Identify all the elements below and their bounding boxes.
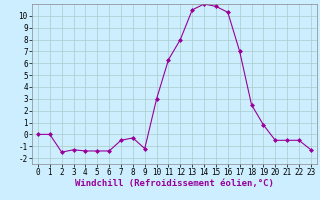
X-axis label: Windchill (Refroidissement éolien,°C): Windchill (Refroidissement éolien,°C) (75, 179, 274, 188)
